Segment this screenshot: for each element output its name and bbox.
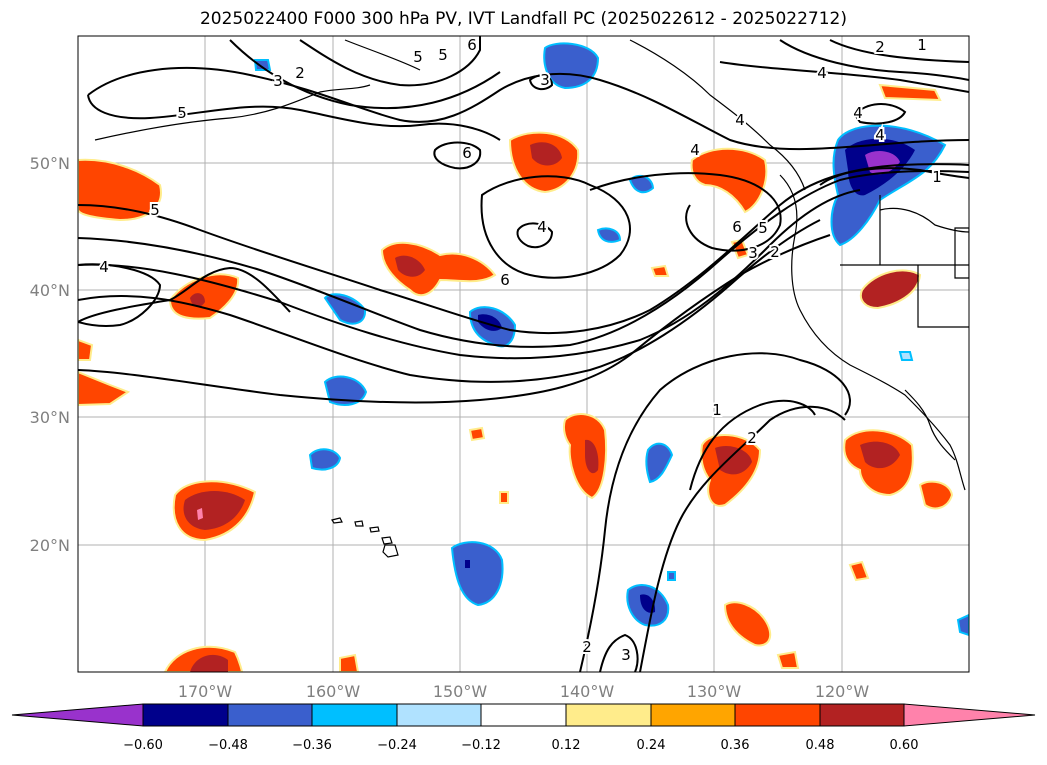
lon-label-160w: 160°W (306, 682, 361, 701)
colorbar-tick: 0.36 (721, 738, 750, 753)
contour-label: 5 (413, 48, 423, 66)
contour-label: 6 (467, 36, 477, 54)
lat-label-40n: 40°N (30, 281, 70, 300)
contour-label: 5 (177, 104, 187, 122)
colorbar-tick: 0.24 (637, 738, 666, 753)
colorbar-bin (142, 703, 229, 727)
lon-label-170w: 170°W (178, 682, 233, 701)
lon-label-120w: 120°W (815, 682, 870, 701)
colorbar-tick: 0.48 (806, 738, 835, 753)
contour-label: 6 (462, 144, 472, 162)
contour-label: 2 (582, 638, 592, 656)
contour-label: 5 (758, 219, 768, 237)
colorbar-tick: 0.60 (890, 738, 919, 753)
contour-label: 1 (712, 401, 722, 419)
figure-title: 2025022400 F000 300 hPa PV, IVT Landfall… (199, 9, 847, 29)
lon-label-150w: 150°W (433, 682, 488, 701)
colorbar-bin (227, 703, 313, 727)
positive-anomaly-patches (78, 83, 954, 672)
colorbar-tick: −0.12 (461, 738, 501, 753)
map-frame (77, 35, 970, 673)
contour-label: 3 (748, 244, 758, 262)
colorbar (11, 703, 1036, 727)
contour-label: 5 (438, 46, 448, 64)
colorbar-tick: 0.12 (552, 738, 581, 753)
colorbar-bin (480, 703, 567, 727)
contour-labels: 5 6 3 2 5 4 6 4 4 3 5 4 6 4 4 5 6 5 3 2 … (97, 34, 944, 666)
colorbar-tick: −0.36 (292, 738, 332, 753)
colorbar-tick: −0.24 (377, 738, 417, 753)
colorbar-over-arrow (903, 703, 1036, 727)
contour-label: 1 (917, 36, 927, 54)
contour-label: 2 (770, 243, 780, 261)
contour-label: 2 (295, 64, 305, 82)
lat-label-30n: 30°N (30, 408, 70, 427)
contour-label: 2 (875, 38, 885, 56)
ivt-contours (78, 36, 969, 672)
lat-label-50n: 50°N (30, 154, 70, 173)
latitude-labels: 50°N 40°N 30°N 20°N (30, 154, 70, 555)
contour-label: 4 (875, 126, 885, 144)
contour-label: 4 (817, 64, 827, 82)
contour-label: 3 (621, 646, 631, 664)
contour-label: 2 (747, 429, 757, 447)
lon-label-140w: 140°W (560, 682, 615, 701)
colorbar-under-arrow (11, 703, 144, 727)
contour-label: 4 (690, 141, 700, 159)
contour-label: 4 (853, 104, 863, 122)
contour-label: 6 (500, 271, 510, 289)
lat-label-20n: 20°N (30, 536, 70, 555)
colorbar-tick: −0.60 (123, 738, 163, 753)
colorbar-bin (650, 703, 736, 727)
contour-label: 4 (537, 218, 547, 236)
coastlines (94, 39, 969, 491)
colorbar-ticks: −0.60 −0.48 −0.36 −0.24 −0.12 0.12 0.24 … (123, 738, 918, 753)
hawaiian-islands (331, 517, 399, 558)
colorbar-bin (819, 703, 905, 727)
lon-label-130w: 130°W (687, 682, 742, 701)
contour-label: 1 (932, 168, 942, 186)
contour-label: 4 (735, 111, 745, 129)
colorbar-bin (396, 703, 482, 727)
contour-label: 3 (540, 71, 550, 89)
contour-label: 5 (150, 201, 160, 219)
colorbar-bin (565, 703, 652, 727)
colorbar-bin (311, 703, 398, 727)
contour-label: 3 (273, 72, 283, 90)
colorbar-tick: −0.48 (208, 738, 248, 753)
contour-label: 4 (99, 258, 109, 276)
colorbar-bin (734, 703, 821, 727)
contour-label: 6 (732, 218, 742, 236)
longitude-labels: 170°W 160°W 150°W 140°W 130°W 120°W (178, 682, 870, 701)
